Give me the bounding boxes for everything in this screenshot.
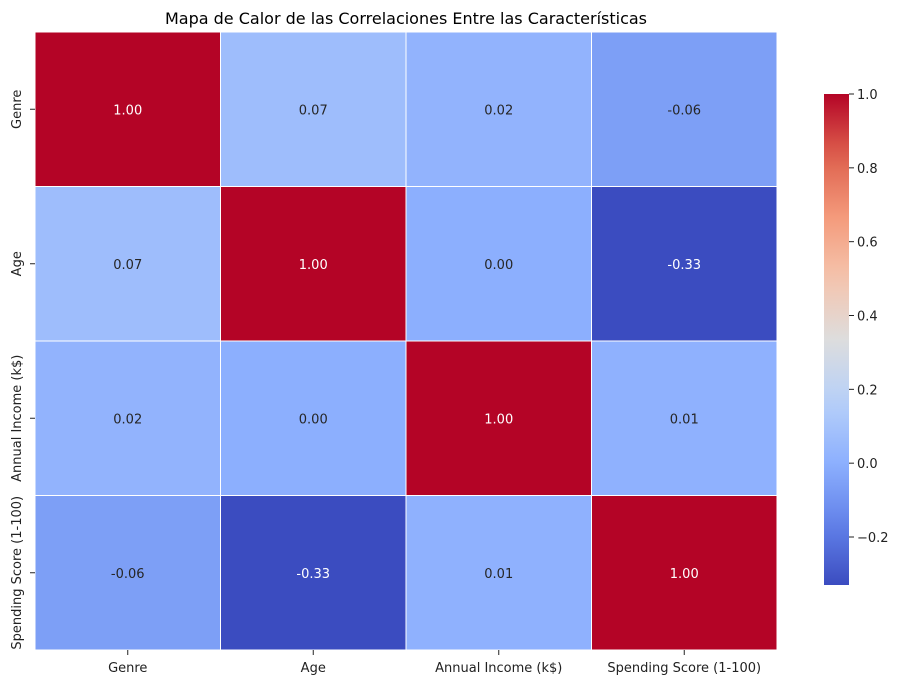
- x-tick-label: Age: [301, 661, 326, 676]
- heatmap-cell: [34, 495, 221, 651]
- x-tick-label: Spending Score (1-100): [607, 661, 761, 676]
- heatmap-cells: 1.00 0.07 0.02 -0.06 0.07 1.00 0.00 -0.33 0.02 0.…: [34, 31, 778, 651]
- heatmap-cell: [405, 495, 592, 651]
- cell-value-label: 1.00: [299, 258, 328, 273]
- chart-title: Mapa de Calor de las Correlaciones Entre…: [165, 9, 647, 28]
- y-axis-tick-labels: Genre Age Annual Income (k$) Spending Score…: [10, 90, 35, 650]
- cell-value-label: -0.06: [111, 567, 145, 582]
- heatmap-cell: [220, 31, 407, 187]
- colorbar-tick-label: −0.2: [857, 531, 889, 546]
- cell-value-label: 0.00: [484, 258, 513, 273]
- cell-value-label: 1.00: [670, 567, 699, 582]
- heatmap-cell: [220, 340, 407, 496]
- cell-value-label: -0.33: [296, 567, 330, 582]
- x-tick-label: Genre: [108, 661, 147, 676]
- cell-value-label: 0.00: [299, 412, 328, 427]
- heatmap-cell: [405, 186, 592, 342]
- heatmap-cell: [220, 186, 407, 342]
- cell-value-label: -0.06: [667, 103, 701, 118]
- y-tick-label: Spending Score (1-100): [10, 496, 25, 650]
- cell-value-label: 1.00: [484, 412, 513, 427]
- cell-value-label: 0.01: [670, 412, 699, 427]
- colorbar-tick-label: 1.0: [857, 88, 878, 103]
- x-tick-label: Annual Income (k$): [435, 661, 562, 676]
- colorbar: −0.2 0.0 0.2 0.4 0.6 0.8 1.0: [824, 88, 889, 585]
- cell-value-label: 0.01: [484, 567, 513, 582]
- heatmap-cell: [591, 495, 778, 651]
- x-axis-tick-labels: Genre Age Annual Income (k$) Spending Score…: [108, 650, 761, 676]
- colorbar-tick-label: 0.6: [857, 236, 878, 251]
- heatmap-cell: [591, 31, 778, 187]
- y-tick-label: Genre: [10, 90, 25, 129]
- colorbar-tick-label: 0.4: [857, 310, 878, 325]
- cell-value-label: -0.33: [667, 258, 701, 273]
- cell-value-label: 0.02: [484, 103, 513, 118]
- y-tick-label: Age: [10, 251, 25, 276]
- cell-value-label: 0.07: [113, 258, 142, 273]
- colorbar-tick-label: 0.2: [857, 383, 878, 398]
- cell-value-label: 0.07: [299, 103, 328, 118]
- y-tick-label: Annual Income (k$): [10, 355, 25, 482]
- colorbar-tick-label: 0.0: [857, 457, 878, 472]
- heatmap-cell: [34, 31, 221, 187]
- heatmap-cell: [405, 31, 592, 187]
- heatmap-cell: [220, 495, 407, 651]
- colorbar-gradient: [824, 94, 849, 585]
- colorbar-tick-label: 0.8: [857, 162, 878, 177]
- cell-value-label: 1.00: [113, 103, 142, 118]
- heatmap-cell: [591, 186, 778, 342]
- heatmap-cell: [591, 340, 778, 496]
- heatmap-cell: [34, 186, 221, 342]
- cell-value-label: 0.02: [113, 412, 142, 427]
